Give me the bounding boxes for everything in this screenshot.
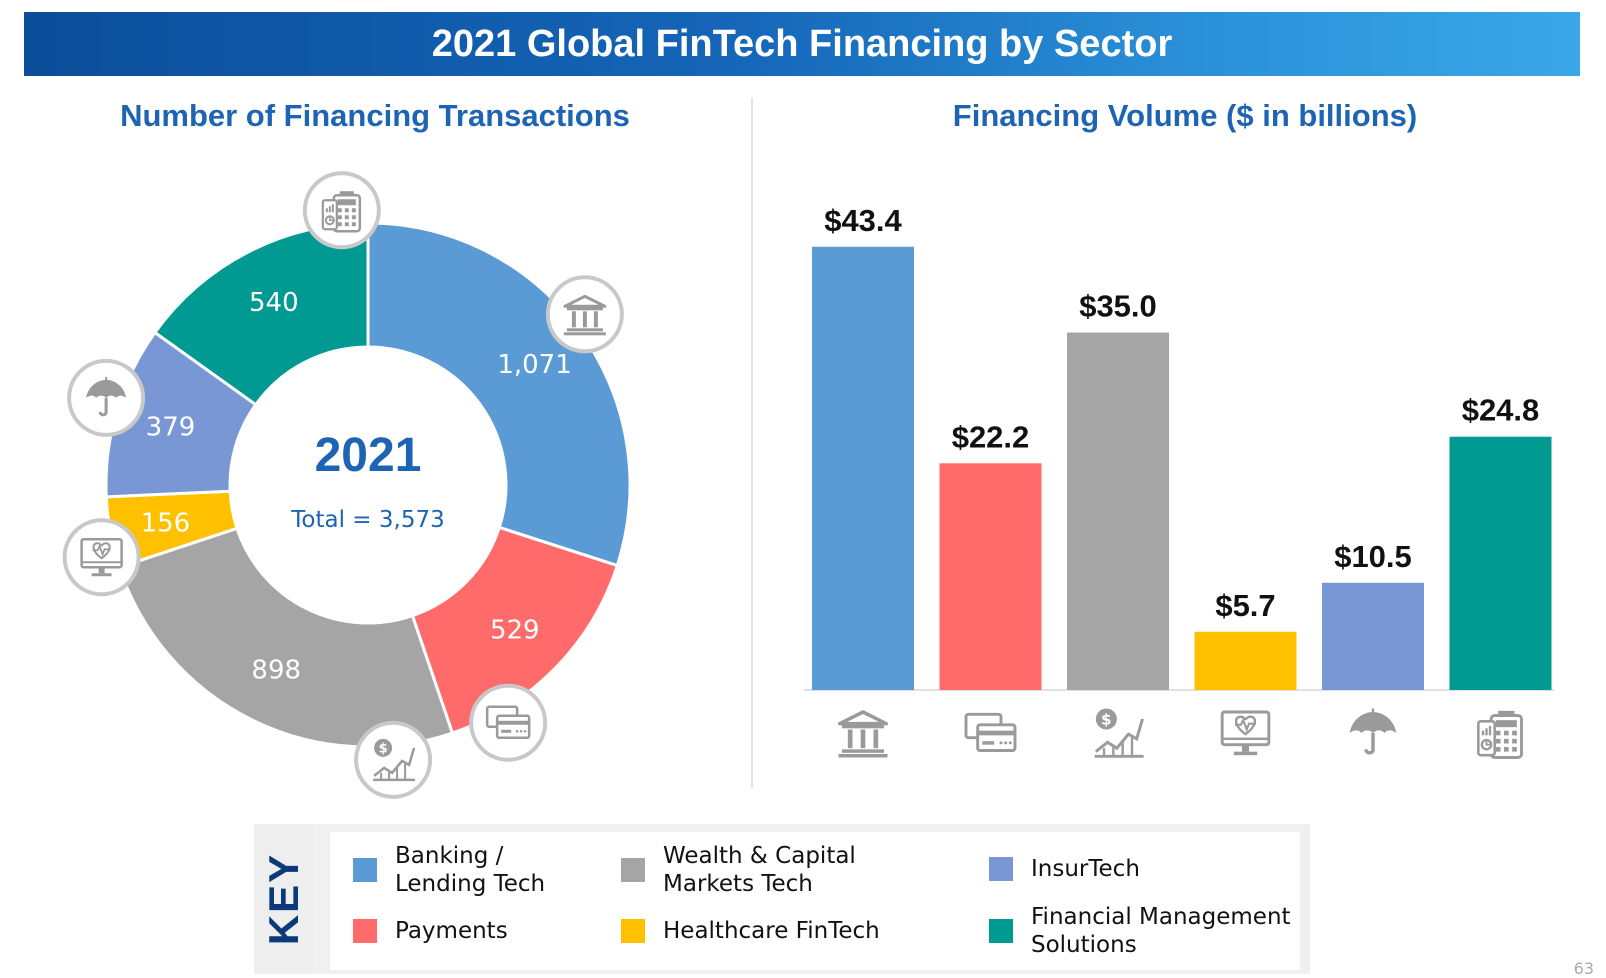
- legend-swatch-fm: [989, 919, 1013, 943]
- calculator-badge: [302, 171, 381, 250]
- legend-label-payments: Payments: [395, 918, 508, 944]
- health-monitor-icon: [1220, 710, 1271, 757]
- bar-chart: $43.4 $22.2 $35.0 $5.7 $10.5 $24.8: [804, 203, 1554, 760]
- legend-item-wealth: Wealth & Capital Markets Tech: [621, 842, 856, 898]
- donut-label-insurtech: 379: [146, 412, 196, 442]
- section-divider: [751, 98, 753, 788]
- bar-wealth: [1067, 332, 1169, 690]
- donut-slice-banking: [366, 221, 632, 568]
- donut-subtitle: Number of Financing Transactions: [120, 98, 630, 133]
- legend-item-banking: Banking / Lending Tech: [353, 842, 545, 898]
- bar-healthcare: [1194, 631, 1297, 690]
- legend-swatch-wealth: [621, 858, 645, 882]
- credit-card-badge: [469, 683, 548, 762]
- donut-label-healthcare: 156: [141, 508, 191, 538]
- bar-insurtech: [1322, 582, 1424, 690]
- bar-value-label-banking: $43.4: [824, 203, 902, 238]
- bar-value-label-payments: $22.2: [952, 419, 1030, 454]
- title-banner: 2021 Global FinTech Financing by Sector: [24, 12, 1580, 76]
- donut-chart: 1,071 529 898 156 379 540 2021 Total = 3,573: [62, 171, 632, 799]
- legend-key-tab: [254, 824, 314, 974]
- bank-icon: [836, 710, 890, 760]
- legend-item-insurtech: InsurTech: [989, 855, 1140, 883]
- donut-center-year: 2021: [315, 429, 422, 482]
- charts-canvas: $: [62, 171, 1554, 799]
- page-number: 63: [1573, 959, 1594, 978]
- legend-label-wealth: Wealth & Capital Markets Tech: [663, 843, 856, 897]
- donut-center-total: Total = 3,573: [290, 507, 444, 533]
- legend-item-healthcare: Healthcare FinTech: [621, 917, 880, 945]
- donut-label-fm: 540: [249, 288, 299, 318]
- legend-key-label: KEY: [254, 824, 314, 974]
- dollar-chart-badge: [354, 720, 433, 799]
- bar-value-label-insurtech: $10.5: [1334, 539, 1412, 574]
- dollar-chart-icon: [1093, 707, 1146, 758]
- credit-card-icon: [964, 712, 1017, 752]
- bank-badge: [545, 275, 624, 354]
- donut-label-banking: 1,071: [497, 350, 571, 380]
- donut-slice-payments: [410, 525, 620, 735]
- legend-swatch-insurtech: [989, 857, 1013, 881]
- bar-value-label-healthcare: $5.7: [1215, 588, 1275, 623]
- donut-slice-wealth: [117, 526, 455, 749]
- legend-swatch-payments: [353, 919, 377, 943]
- legend-label-fm: Financial Management Solutions: [1031, 904, 1291, 958]
- bar-banking: [812, 246, 914, 690]
- umbrella-icon: [1347, 706, 1399, 755]
- legend-item-fm: Financial Management Solutions: [989, 903, 1291, 959]
- legend-inner: [330, 832, 1300, 970]
- legend-swatch-banking: [353, 858, 377, 882]
- donut-label-payments: 529: [490, 616, 540, 646]
- calculator-icon: [1476, 709, 1523, 759]
- bar-fm: [1449, 436, 1552, 690]
- bar-subtitle: Financing Volume ($ in billions): [952, 98, 1418, 133]
- legend-label-banking: Banking / Lending Tech: [395, 843, 546, 897]
- bar-value-label-wealth: $35.0: [1079, 289, 1157, 324]
- legend-item-payments: Payments: [353, 917, 508, 945]
- legend-label-healthcare: Healthcare FinTech: [663, 918, 880, 944]
- bar-payments: [939, 463, 1042, 690]
- legend-swatch-healthcare: [621, 919, 645, 943]
- umbrella-badge: [67, 358, 146, 437]
- health-monitor-badge: [62, 518, 141, 597]
- legend-key-text: KEY: [260, 852, 308, 946]
- bar-value-label-fm: $24.8: [1462, 393, 1540, 428]
- legend-label-insurtech: InsurTech: [1031, 856, 1140, 882]
- donut-label-wealth: 898: [251, 655, 301, 685]
